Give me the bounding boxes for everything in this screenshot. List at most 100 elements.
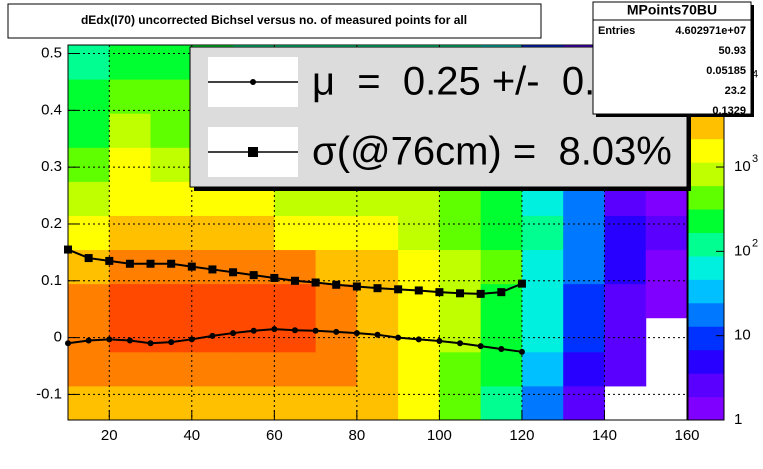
palette-swatch [688,279,724,304]
profile-point [477,343,484,350]
heat-cell [150,283,193,319]
profile-point [414,286,423,295]
profile-point [374,331,381,338]
profile-point [497,288,506,297]
profile-point [373,284,382,293]
profile-point [84,254,93,263]
heat-cell [645,283,688,319]
heat-cell [109,283,152,319]
chart-title: dEdx(I70) uncorrected Bichsel versus no.… [81,13,467,27]
heat-cell [274,283,317,319]
heat-cell [604,351,647,387]
x-tick-label: 100 [427,427,452,444]
heat-cell [604,215,647,251]
heat-cell [604,283,647,319]
profile-point [147,340,154,347]
y-tick-label: 0.2 [41,215,62,232]
profile-point [518,348,525,355]
stats-value: 50.93 [718,45,746,57]
profile-point [229,268,238,277]
heat-cell [439,351,482,387]
heat-cell [521,317,564,353]
profile-point [64,245,72,254]
y-tick-label: 0.3 [41,158,62,175]
heat-cell [191,215,234,251]
profile-point [126,337,133,344]
profile-point [271,326,278,333]
x-tick-label: 20 [101,427,118,444]
heat-cell [315,351,358,387]
profile-point [435,288,444,297]
heat-cell [233,351,275,387]
heat-cell [521,351,564,387]
heat-cell [274,385,317,421]
heat-cell [645,249,688,285]
y-tick-label: 0.4 [41,101,62,118]
profile-point [457,340,464,347]
profile-point [209,332,216,339]
heat-cell [109,317,152,353]
heat-cell [645,215,688,251]
heat-cell [233,385,275,421]
heat-cell [150,45,193,80]
heat-cell [439,385,482,421]
profile-point [167,259,176,268]
profile-point [249,271,258,280]
x-tick-label: 80 [349,427,366,444]
profile-point [188,336,195,343]
heat-cell [398,317,440,353]
heat-cell [191,283,234,319]
profile-point [517,279,526,288]
heat-cell [315,317,358,353]
heat-cell [150,113,193,148]
x-tick-label: 160 [674,427,699,444]
profile-point [498,345,505,352]
axes: 20 40 60 80 100 120 140 160 -0.1 0 0.1 0.2 0.3 0.4 0.5 [36,44,699,443]
heat-cell [439,215,482,251]
palette-swatch [688,302,724,327]
heat-cell [68,181,110,216]
plot-frame [67,44,688,421]
z-tick-exponent: 2 [752,237,758,249]
heat-cell [191,351,234,387]
profile-point [85,337,92,344]
heat-cell [68,215,110,251]
heat-cell [68,79,110,114]
stats-value: 23.2 [725,85,746,97]
heat-cell [398,351,440,387]
heat-cell [356,351,399,387]
palette-swatch [688,162,724,187]
heat-cell [150,317,193,353]
y-tick-label: -0.1 [36,385,62,402]
x-tick-label: 140 [592,427,617,444]
heat-cell [563,351,605,387]
y-tick-label: 0 [54,329,62,346]
profile-point [146,259,155,268]
stats-title: MPoints70BU [627,2,717,18]
heat-cell [109,79,152,114]
heat-cell [480,385,523,421]
legend-label: σ(@76cm) = 8.03% [312,130,672,174]
z-tick-label: 10 [734,158,751,175]
heat-cell [68,147,110,182]
heat-cell [604,249,647,285]
profile-point [208,265,217,274]
palette-swatch [688,232,724,257]
heat-cell [191,385,234,421]
z-tick-exponent: 4 [752,69,758,81]
heat-cell [68,45,110,80]
heat-cell [68,385,110,421]
z-tick-label: 10 [734,242,751,259]
heat-cell [109,113,152,148]
heat-cell [233,317,275,353]
legend-marker [248,147,258,157]
heat-cell [521,215,564,251]
legend-marker [250,79,256,85]
heat-cell [109,215,152,251]
profile-point [456,289,465,298]
x-tick-label: 120 [509,427,534,444]
stats-panel [592,1,752,115]
heat-cell [398,215,440,251]
profile-point [333,328,340,335]
profile-point [394,285,403,294]
